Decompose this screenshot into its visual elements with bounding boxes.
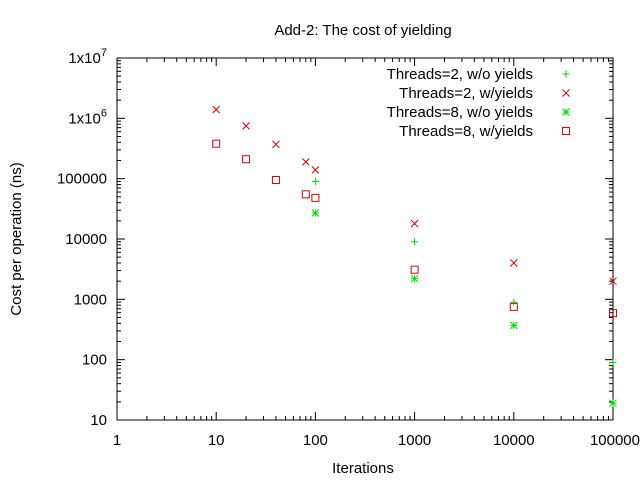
- marker-square: [609, 309, 617, 318]
- y-tick-label: 100000: [57, 171, 107, 188]
- marker-stroke: [609, 399, 617, 408]
- x-tick-label: 1000: [398, 432, 431, 449]
- legend: Threads=2, w/o yields Threads=2, w/yields…: [387, 66, 570, 140]
- data-point: [311, 177, 319, 185]
- y-tick-label: 1x106: [68, 107, 107, 127]
- series-4: [212, 139, 617, 318]
- marker-square: [509, 302, 518, 311]
- data-point: [242, 122, 250, 130]
- data-point: [301, 190, 310, 199]
- data-point: [212, 105, 221, 114]
- x-tick-label: 1: [113, 432, 121, 449]
- x-axis: 1 10 100 1000 10000 100000: [113, 58, 640, 449]
- marker-stroke: [410, 219, 419, 228]
- data-point: [510, 298, 518, 306]
- legend-item: Threads=2, w/o yields: [387, 66, 570, 83]
- data-point: [509, 321, 518, 330]
- data-point: [509, 259, 518, 267]
- y-axis: 10 100 1000 10000 100000 1x106 1x107: [57, 47, 613, 429]
- legend-item: Threads=8, w/yields: [399, 123, 570, 140]
- marker-stroke: [562, 108, 570, 116]
- y-tick-label: 1x107: [68, 47, 107, 67]
- legend-item: Threads=8, w/o yields: [387, 104, 570, 121]
- x-tick-label: 100000: [590, 432, 640, 449]
- marker-square: [301, 190, 310, 199]
- series-2: [212, 105, 617, 286]
- marker-stroke: [509, 321, 518, 330]
- marker-stroke: [509, 259, 518, 267]
- series-1: [311, 177, 617, 366]
- marker-square: [562, 127, 570, 135]
- x-tick-label: 10000: [493, 432, 535, 449]
- data-point: [609, 399, 617, 408]
- legend-label: Threads=2, w/o yields: [387, 66, 533, 83]
- data-point: [509, 302, 518, 311]
- y-tick-label: 1000: [74, 291, 107, 308]
- data-point: [609, 309, 617, 318]
- data-point: [562, 89, 570, 97]
- marker-stroke: [562, 89, 570, 97]
- data-point: [411, 238, 419, 246]
- data-point: [562, 108, 570, 116]
- data-point: [562, 70, 570, 78]
- data-point: [311, 193, 320, 202]
- data-point: [609, 277, 617, 286]
- y-axis-title: Cost per operation (ns): [8, 162, 25, 315]
- marker-square: [311, 193, 320, 202]
- marker-square: [212, 139, 221, 148]
- marker-stroke: [311, 165, 320, 174]
- legend-label: Threads=8, w/o yields: [387, 104, 533, 121]
- x-tick-label: 10: [208, 432, 225, 449]
- marker-stroke: [609, 277, 617, 286]
- data-point: [301, 157, 310, 166]
- data-point: [562, 127, 570, 135]
- data-point: [212, 139, 221, 148]
- marker-square: [242, 155, 251, 164]
- x-axis-title: Iterations: [332, 460, 394, 477]
- chart-title: Add-2: The cost of yielding: [274, 22, 451, 39]
- data-series: [212, 105, 617, 408]
- data-point: [311, 165, 320, 174]
- legend-item: Threads=2, w/yields: [399, 85, 570, 102]
- x-tick-label: 100: [303, 432, 328, 449]
- marker-square: [271, 176, 280, 185]
- legend-label: Threads=2, w/yields: [399, 85, 533, 102]
- data-point: [242, 155, 251, 164]
- data-point: [271, 176, 280, 185]
- data-point: [311, 209, 320, 217]
- marker-square: [410, 265, 419, 274]
- marker-stroke: [410, 274, 419, 283]
- legend-label: Threads=8, w/yields: [399, 123, 533, 140]
- marker-stroke: [301, 157, 310, 166]
- y-tick-label: 100: [82, 352, 107, 369]
- data-point: [410, 274, 419, 283]
- data-point: [410, 219, 419, 228]
- data-point: [609, 358, 617, 366]
- marker-stroke: [311, 209, 320, 217]
- data-point: [272, 140, 280, 149]
- y-tick-label: 10000: [65, 231, 107, 248]
- marker-stroke: [242, 122, 250, 130]
- y-tick-label: 10: [90, 412, 107, 429]
- series-3: [311, 209, 617, 408]
- marker-stroke: [212, 105, 221, 114]
- data-point: [410, 265, 419, 274]
- marker-stroke: [272, 140, 280, 149]
